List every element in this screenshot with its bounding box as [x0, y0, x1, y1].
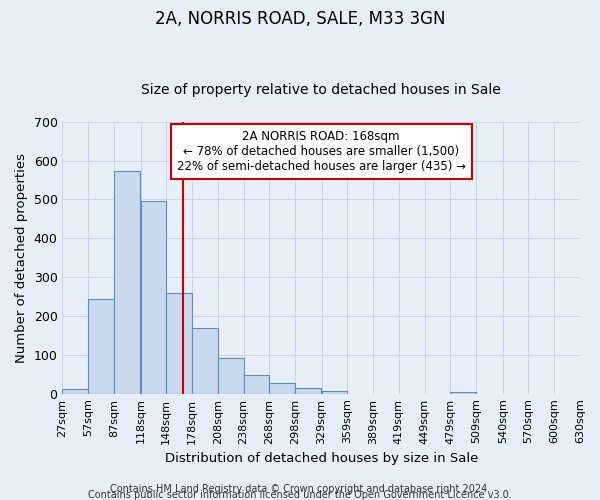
Bar — [114, 171, 140, 394]
Bar — [140, 202, 166, 394]
Text: 2A NORRIS ROAD: 168sqm
← 78% of detached houses are smaller (1,500)
22% of semi-: 2A NORRIS ROAD: 168sqm ← 78% of detached… — [177, 130, 466, 173]
Bar — [218, 358, 244, 394]
Bar — [269, 383, 295, 394]
Bar — [166, 294, 192, 394]
Bar — [322, 390, 347, 394]
Text: 2A, NORRIS ROAD, SALE, M33 3GN: 2A, NORRIS ROAD, SALE, M33 3GN — [155, 10, 445, 28]
Text: Contains HM Land Registry data © Crown copyright and database right 2024.: Contains HM Land Registry data © Crown c… — [110, 484, 490, 494]
Bar — [192, 328, 218, 394]
Y-axis label: Number of detached properties: Number of detached properties — [15, 152, 28, 362]
Bar — [295, 388, 321, 394]
Bar — [88, 298, 114, 394]
Bar — [62, 389, 88, 394]
Bar — [244, 375, 269, 394]
Bar — [451, 392, 476, 394]
Text: Contains public sector information licensed under the Open Government Licence v3: Contains public sector information licen… — [88, 490, 512, 500]
X-axis label: Distribution of detached houses by size in Sale: Distribution of detached houses by size … — [164, 452, 478, 465]
Title: Size of property relative to detached houses in Sale: Size of property relative to detached ho… — [142, 83, 501, 97]
